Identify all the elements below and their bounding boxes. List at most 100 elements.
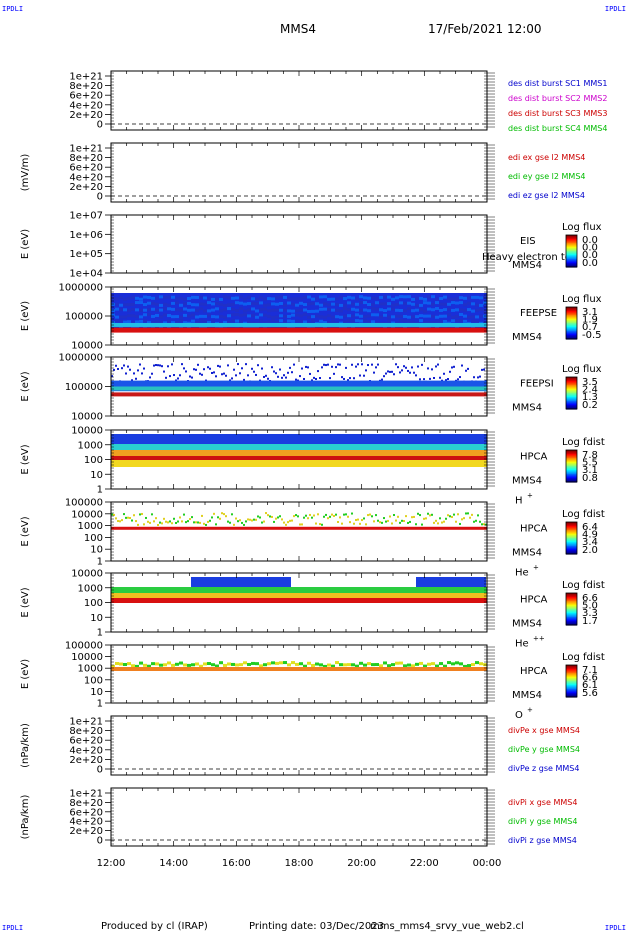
- spectrum-cell: [147, 308, 151, 312]
- spectrum-cell: [463, 296, 467, 300]
- spectrum-dot: [395, 661, 399, 665]
- spectrum-cell: [327, 297, 331, 301]
- spectrum-cell: [435, 315, 439, 319]
- spectrum-cell: [175, 297, 179, 301]
- spectrum-dot: [179, 661, 183, 665]
- spectrum-cell: [199, 295, 203, 299]
- y-tick-label: 6e+20: [69, 807, 103, 818]
- spectrum-dot: [163, 370, 165, 373]
- spectrum-cell: [195, 325, 199, 329]
- spectrum-cell: [363, 301, 367, 305]
- colorbar-step: [566, 248, 577, 251]
- spectrum-cell: [203, 309, 207, 313]
- spectrum-dot: [115, 364, 117, 367]
- spectrum-dot: [225, 515, 227, 518]
- spectrum-dot: [175, 521, 177, 524]
- spectrum-dot: [131, 519, 133, 522]
- spectrum-cell: [391, 297, 395, 301]
- spectrum-dot: [431, 368, 433, 371]
- colorbar-step: [566, 251, 577, 253]
- colorbar-step: [566, 691, 577, 694]
- spectrum-cell: [191, 303, 195, 307]
- legend-entry: divPi y gse MMS4: [508, 817, 577, 826]
- spectrum-dot: [121, 519, 123, 522]
- colorbar-step: [566, 532, 577, 535]
- spectrum-cell: [275, 308, 279, 312]
- spectrum-cell: [363, 319, 367, 323]
- spectrum-cell: [403, 309, 407, 313]
- spectrum-cell: [395, 314, 399, 318]
- spectrum-cell: [359, 295, 363, 299]
- spectrum-dot: [325, 364, 327, 367]
- spectrum-dot: [461, 364, 463, 367]
- spectrum-cell: [359, 309, 363, 313]
- spectrum-dot: [407, 369, 409, 372]
- spectrum-cell: [299, 314, 303, 318]
- spectrum-dot: [403, 365, 405, 368]
- colorbar-step: [566, 677, 577, 679]
- spectrum-dot: [199, 664, 203, 668]
- y-tick-label: 0: [97, 120, 103, 131]
- y-tick-label: 1e+04: [69, 269, 103, 280]
- spectrum-dot: [337, 521, 339, 524]
- spectrum-dot: [351, 663, 355, 667]
- spectrum-cell: [195, 315, 199, 319]
- spectrum-dot: [353, 522, 355, 525]
- colorbar-value: 3.1: [582, 465, 598, 476]
- spectrum-cell: [435, 301, 439, 305]
- spectrum-cell: [407, 315, 411, 319]
- y-axis-label: (nPa/km): [20, 723, 31, 768]
- spectrum-cell: [187, 308, 191, 312]
- spacecraft-name: MMS4: [512, 476, 542, 487]
- spectrum-cell: [239, 320, 243, 324]
- spectrum-dot: [327, 517, 329, 520]
- spectrum-cell: [235, 319, 239, 323]
- panel-p3: E (eV): [20, 214, 495, 274]
- spectrum-cell: [431, 320, 435, 324]
- spectrum-cell: [199, 325, 203, 329]
- spectrum-cell: [415, 315, 419, 319]
- colorbar-p3: [565, 234, 578, 268]
- y-tick-label: 1000: [78, 583, 103, 594]
- colorbar-step: [566, 256, 577, 259]
- spectrum-dot: [403, 664, 407, 668]
- spectrum-cell: [223, 295, 227, 299]
- spectrum-dot: [395, 519, 397, 522]
- spectrum-cell: [463, 303, 467, 307]
- footer-printing-date: Printing date: 03/Dec/2023: [249, 921, 385, 932]
- spectrum-dot: [385, 520, 387, 523]
- spectrum-dot: [341, 522, 343, 525]
- y-tick-label: 10000: [71, 652, 103, 663]
- spectrum-dot: [139, 363, 141, 366]
- y-tick-label: 100000: [65, 498, 103, 509]
- spectrum-cell: [319, 295, 323, 299]
- spectrum-cell: [171, 325, 175, 329]
- spectrum-cell: [471, 302, 475, 306]
- spectrum-dot: [147, 664, 151, 668]
- spectrogram-p6: [111, 434, 487, 467]
- spectrum-dot: [229, 521, 231, 524]
- colorbar-step: [566, 263, 577, 265]
- spectrum-dot: [137, 523, 139, 526]
- colorbar-step: [566, 614, 577, 617]
- spectrum-cell: [215, 301, 219, 305]
- spectrum-dot: [391, 370, 393, 373]
- spectrum-cell: [475, 295, 479, 299]
- spectrum-dot: [329, 515, 331, 518]
- spectrum-dot: [127, 365, 129, 368]
- colorbar-step: [566, 602, 577, 605]
- spectrum-dot: [177, 377, 179, 380]
- spectrum-dot: [377, 519, 379, 522]
- spectrum-cell: [459, 313, 463, 317]
- spectrum-cell: [363, 308, 367, 312]
- spectrum-dot: [381, 378, 383, 381]
- spectrum-cell: [483, 309, 487, 313]
- spectrum-dot: [267, 662, 271, 666]
- spectrum-dot: [443, 664, 447, 668]
- spectrum-dot: [457, 513, 459, 516]
- spectrum-cell: [251, 321, 255, 325]
- colorbar-step: [566, 667, 577, 670]
- spectrum-cell: [299, 297, 303, 301]
- spectrum-cell: [291, 297, 295, 301]
- colorbar-step: [566, 244, 577, 247]
